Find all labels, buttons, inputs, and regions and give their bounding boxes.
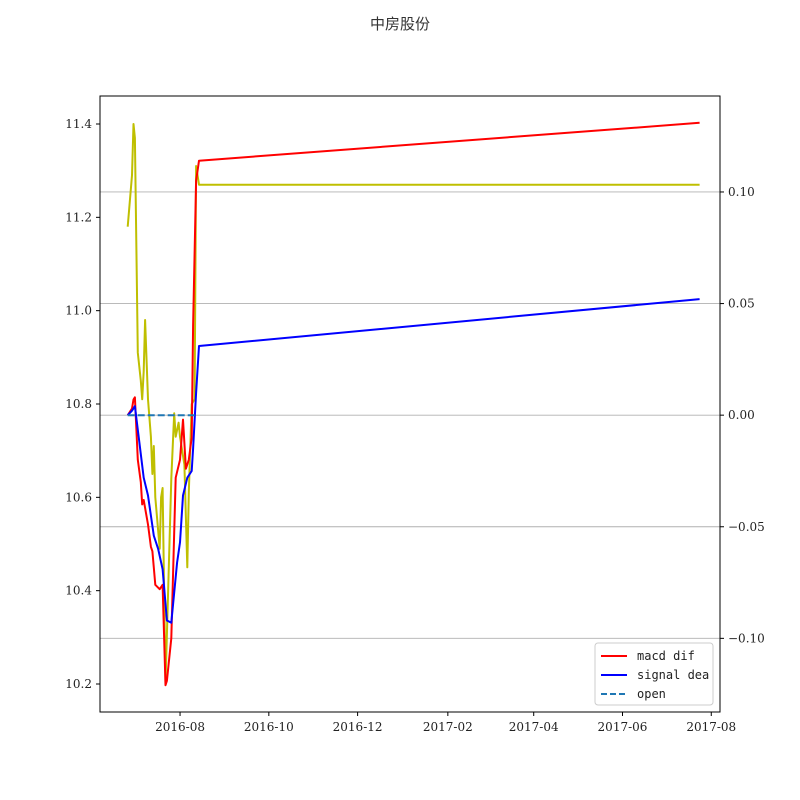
x-tick-label-0: 2016-08 — [155, 720, 205, 734]
y-right-tick-label-2: 0.00 — [728, 408, 755, 422]
series-line-macd-dif — [126, 121, 700, 687]
y-left-tick-label-4: 11.0 — [65, 304, 92, 318]
series-line-price — [126, 123, 700, 685]
series-layer — [126, 121, 700, 687]
legend-label-2: open — [637, 687, 666, 701]
legend-label-0: macd dif — [637, 649, 695, 663]
x-tick-label-6: 2017-08 — [686, 720, 736, 734]
y-right-tick-label-3: −0.05 — [728, 520, 765, 534]
y-left-tick-label-0: 10.2 — [65, 677, 92, 691]
x-tick-label-1: 2016-10 — [244, 720, 294, 734]
x-tick-label-2: 2016-12 — [333, 720, 383, 734]
x-tick-label-3: 2017-02 — [423, 720, 473, 734]
right-y-axis: 0.10 0.05 0.00 −0.05 −0.10 — [720, 185, 765, 645]
x-tick-label-4: 2017-04 — [509, 720, 559, 734]
y-left-tick-label-2: 10.6 — [65, 490, 92, 504]
y-right-tick-label-1: 0.05 — [728, 297, 755, 311]
x-tick-label-5: 2017-06 — [598, 720, 648, 734]
y-left-tick-label-1: 10.4 — [65, 584, 92, 598]
y-left-tick-label-6: 11.4 — [65, 117, 92, 131]
y-left-tick-label-5: 11.2 — [65, 210, 92, 224]
legend-box — [594, 642, 714, 706]
chart-title: 中房股份 — [370, 15, 430, 33]
y-right-tick-label-0: 0.10 — [728, 185, 755, 199]
series-line-signal-dea — [126, 298, 700, 624]
right-axis-gridlines — [100, 191, 720, 639]
legend-label-1: signal dea — [637, 668, 709, 682]
legend: macd dif signal dea open — [594, 642, 714, 706]
left-y-axis: 10.2 10.4 10.6 10.8 11.0 11.2 11.4 — [65, 117, 100, 691]
y-left-tick-label-3: 10.8 — [65, 397, 92, 411]
x-axis: 2016-08 2016-10 2016-12 2017-02 2017-04 2017-… — [155, 712, 736, 734]
y-right-tick-label-4: −0.10 — [728, 631, 765, 645]
